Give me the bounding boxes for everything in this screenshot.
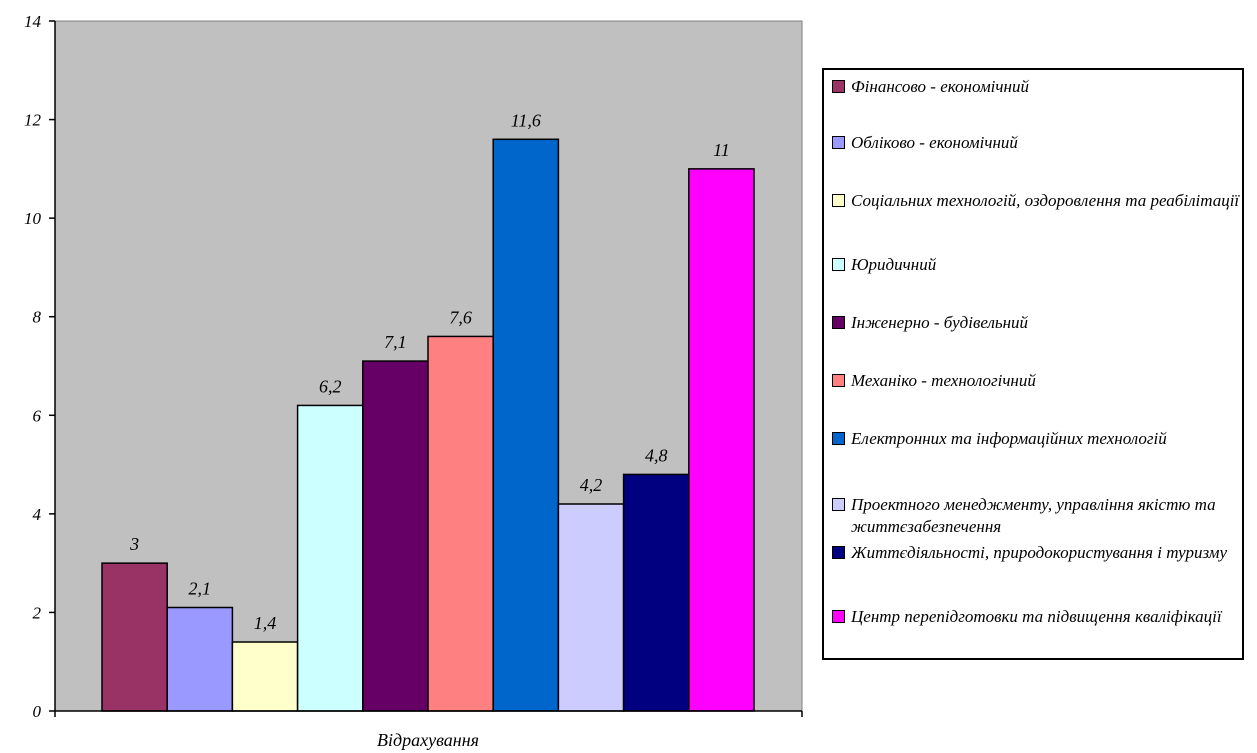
data-label: 7,6 <box>449 307 472 327</box>
data-label: 11,6 <box>511 110 541 130</box>
legend-swatch <box>832 610 845 623</box>
data-label: 4,8 <box>645 445 668 465</box>
data-labels-group: 3 2,1 1,4 6,2 7,1 7,6 11,6 4,2 4,8 11 <box>129 110 730 633</box>
bar <box>101 562 168 712</box>
y-tick-label: 14 <box>24 12 42 31</box>
data-label: 4,2 <box>580 475 603 495</box>
legend-swatch <box>832 546 845 559</box>
y-axis-ticks: 0 2 4 6 8 10 12 14 <box>24 12 55 721</box>
y-tick-label: 4 <box>33 505 42 524</box>
data-label: 1,4 <box>254 613 277 633</box>
legend-label: Соціальних технологій, оздоровлення та р… <box>851 191 1240 210</box>
legend: Фінансово - економічний Обліково - економ… <box>822 68 1244 660</box>
legend-label: Фінансово - економічний <box>851 77 1029 96</box>
bar <box>166 606 234 712</box>
bars-group <box>101 138 755 712</box>
y-tick-label: 0 <box>33 702 42 721</box>
legend-label: Електронних та інформаційних технологій <box>851 429 1167 448</box>
legend-label: Інженерно - будівельний <box>851 313 1029 332</box>
y-tick-label: 6 <box>33 406 42 425</box>
x-category-label: Відрахування <box>377 730 479 750</box>
y-tick-label: 10 <box>24 209 42 228</box>
y-tick-label: 2 <box>33 603 42 622</box>
legend-swatch <box>832 316 845 329</box>
bar <box>492 138 560 712</box>
bar <box>296 404 364 712</box>
bar <box>557 503 625 712</box>
data-label: 3 <box>129 534 139 554</box>
legend-swatch <box>832 80 845 93</box>
legend-swatch <box>832 374 845 387</box>
data-label: 11 <box>713 140 730 160</box>
legend-label: Центр перепідготовки та підвищення квалі… <box>851 607 1222 626</box>
data-label: 2,1 <box>189 579 212 599</box>
bar <box>231 641 299 712</box>
legend-label: Проектного менеджменту, управління якіст… <box>851 495 1216 536</box>
legend-label: Життєдіяльності, природокористування і т… <box>851 543 1228 562</box>
legend-label: Механіко - технологічний <box>851 371 1036 390</box>
legend-swatch <box>832 136 845 149</box>
legend-swatch <box>832 258 845 271</box>
y-tick-label: 12 <box>24 111 42 130</box>
bar <box>688 168 755 712</box>
bar <box>427 335 494 712</box>
data-label: 6,2 <box>319 376 342 396</box>
legend-label: Обліково - економічний <box>851 133 1018 152</box>
legend-swatch <box>832 498 845 511</box>
data-label: 7,1 <box>384 332 407 352</box>
y-tick-label: 8 <box>33 308 42 327</box>
legend-swatch <box>832 194 845 207</box>
legend-swatch <box>832 432 845 445</box>
bar <box>362 360 429 712</box>
bar <box>622 473 690 712</box>
legend-label: Юридичний <box>851 255 937 274</box>
